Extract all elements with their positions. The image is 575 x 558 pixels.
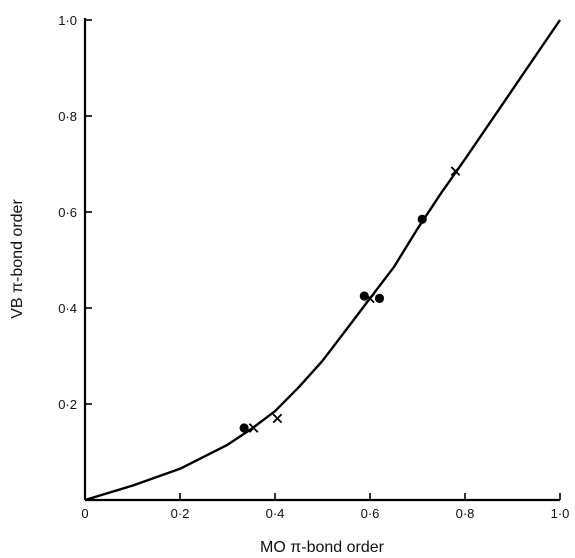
y-tick-label: 0·8 [58, 109, 77, 124]
x-tick-label: 0·6 [361, 506, 380, 521]
y-tick-label: 0·4 [58, 301, 77, 316]
y-tick-label: 0·6 [58, 205, 77, 220]
x-ticks: 0 0·2 0·4 0·6 0·8 1·0 [81, 493, 569, 521]
dot-point [239, 423, 249, 433]
x-tick-label: 1·0 [551, 506, 570, 521]
x-tick-label: 0·4 [266, 506, 285, 521]
y-ticks: 0·2 0·4 0·6 0·8 1·0 [58, 13, 92, 412]
x-tick-label: 0·2 [171, 506, 190, 521]
x-axis-title: MO π-bond order [260, 539, 385, 556]
x-tick-label: 0 [81, 506, 88, 521]
cross-point [365, 293, 375, 304]
plot-area: 0 0·2 0·4 0·6 0·8 1·0 0·2 0·4 0·6 0·8 1·0 [58, 13, 569, 521]
x-tick-label: 0·8 [456, 506, 475, 521]
dot-point [374, 293, 385, 303]
dot-point [417, 214, 427, 224]
cross-point [450, 166, 461, 177]
trend-curve [84, 19, 561, 502]
y-axis-title: VB π-bond order [9, 199, 26, 319]
cross-point [272, 413, 283, 424]
cross-point [248, 423, 259, 433]
series-layer [84, 19, 561, 502]
dot-point [359, 291, 369, 301]
y-tick-label: 0·2 [58, 397, 77, 412]
y-tick-label: 1·0 [58, 13, 77, 28]
